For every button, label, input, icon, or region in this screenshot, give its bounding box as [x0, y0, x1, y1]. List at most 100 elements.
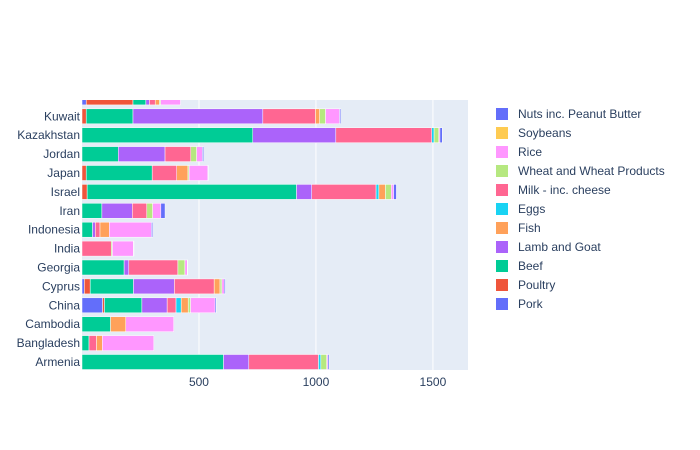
bar-segment — [175, 297, 182, 314]
legend-swatch — [496, 203, 508, 215]
bar-segment — [82, 108, 87, 125]
bar-segment — [128, 259, 179, 276]
bar-segment — [159, 100, 161, 106]
bar-segment — [85, 165, 153, 181]
bar-segment — [110, 316, 126, 332]
y-tick-label: Kazakhstan — [17, 128, 80, 142]
bar-segment — [85, 108, 134, 125]
legend-label: Poultry — [518, 278, 555, 292]
bar-segment — [433, 127, 440, 143]
bar-segment — [102, 335, 155, 351]
x-tick-label: 1500 — [420, 375, 447, 389]
bar-segment — [177, 259, 186, 276]
bars — [82, 100, 443, 370]
bar-segment — [223, 278, 226, 295]
legend-label: Nuts inc. Peanut Butter — [518, 107, 641, 121]
bar-segment — [385, 184, 392, 200]
bar-segment — [85, 100, 134, 106]
bar-segment — [375, 184, 380, 200]
bar-segment — [96, 335, 103, 351]
bar-segment — [320, 354, 327, 370]
bar-segment — [101, 203, 133, 219]
legend-swatch — [496, 184, 508, 196]
bar-segment — [164, 146, 192, 162]
legend-label: Fish — [518, 221, 541, 235]
bar-segment — [221, 278, 225, 295]
bar-segment — [378, 184, 386, 200]
bar-segment — [99, 221, 110, 238]
bar-segment — [174, 278, 215, 295]
bar-segment — [154, 100, 160, 106]
y-axis-labels: Armenia Bangladesh Cambodia China Cyprus Geor… — [17, 109, 81, 369]
legend-swatch — [496, 260, 508, 272]
bar-segment — [252, 127, 337, 143]
bar-segment — [132, 100, 147, 106]
bar-segment — [149, 100, 156, 106]
bar-segment — [325, 108, 340, 125]
bar-segment — [82, 221, 93, 238]
bar-segment — [262, 108, 316, 125]
y-tick-label: Iran — [59, 204, 80, 218]
bar-segment — [196, 146, 203, 162]
bar-segment — [393, 184, 397, 200]
bar-segment — [431, 127, 435, 143]
bar-segment — [84, 278, 91, 295]
bar-segment — [109, 221, 152, 238]
bar-segment — [339, 108, 341, 125]
bar-segment — [190, 297, 216, 314]
legend-swatch — [496, 241, 508, 253]
bar-segment — [82, 203, 103, 219]
y-tick-label: Indonesia — [28, 223, 80, 237]
bar-segment — [223, 354, 250, 370]
y-tick-label: Cyprus — [42, 279, 80, 293]
bar-segment — [82, 184, 88, 200]
bar-segment — [319, 108, 326, 125]
legend-label: Wheat and Wheat Products — [518, 164, 665, 178]
legend-label: Pork — [518, 297, 544, 311]
bar-segment — [82, 354, 224, 370]
bar-segment — [184, 259, 188, 276]
bar-segment — [132, 203, 148, 219]
legend-label: Eggs — [518, 202, 545, 216]
bar-segment — [123, 259, 130, 276]
bar-segment — [176, 165, 189, 181]
bar-segment — [82, 316, 111, 332]
bar-segment — [248, 354, 319, 370]
bar-segment — [92, 221, 96, 238]
legend-swatch — [496, 108, 508, 120]
legend: Nuts inc. Peanut Butter Soybeans Rice Wheat… — [496, 107, 665, 311]
bar-segment — [188, 165, 209, 181]
bar-segment — [86, 184, 297, 200]
bar-segment — [82, 146, 119, 162]
y-tick-label: Japan — [47, 166, 80, 180]
bar-segment — [160, 100, 181, 106]
y-tick-label: Jordan — [43, 147, 80, 161]
bar-segment — [202, 146, 204, 162]
bar-segment — [213, 278, 221, 295]
bar-segment — [132, 108, 264, 125]
y-tick-label: India — [54, 242, 80, 256]
y-tick-label: Armenia — [35, 355, 80, 369]
bar-segment — [95, 221, 101, 238]
y-tick-label: Georgia — [37, 261, 80, 275]
bar-segment — [145, 100, 150, 106]
bar-segment — [166, 297, 177, 314]
bar-segment — [160, 203, 166, 219]
bar-segment — [439, 127, 443, 143]
x-axis-labels: 500 1000 1500 — [189, 375, 447, 389]
bar-segment — [152, 203, 162, 219]
legend-swatch — [496, 222, 508, 234]
bar-segment — [187, 297, 191, 314]
y-tick-label: Kuwait — [44, 109, 81, 123]
y-tick-label: Bangladesh — [17, 336, 80, 350]
bar-segment — [118, 146, 166, 162]
bar-segment — [391, 184, 394, 200]
bar-segment — [133, 278, 175, 295]
bar-segment — [335, 127, 432, 143]
legend-label: Rice — [518, 145, 542, 159]
bar-segment — [82, 127, 254, 143]
bar-segment — [296, 184, 312, 200]
grid-lines — [198, 100, 434, 370]
legend-swatch — [496, 165, 508, 177]
bar-segment — [190, 146, 197, 162]
